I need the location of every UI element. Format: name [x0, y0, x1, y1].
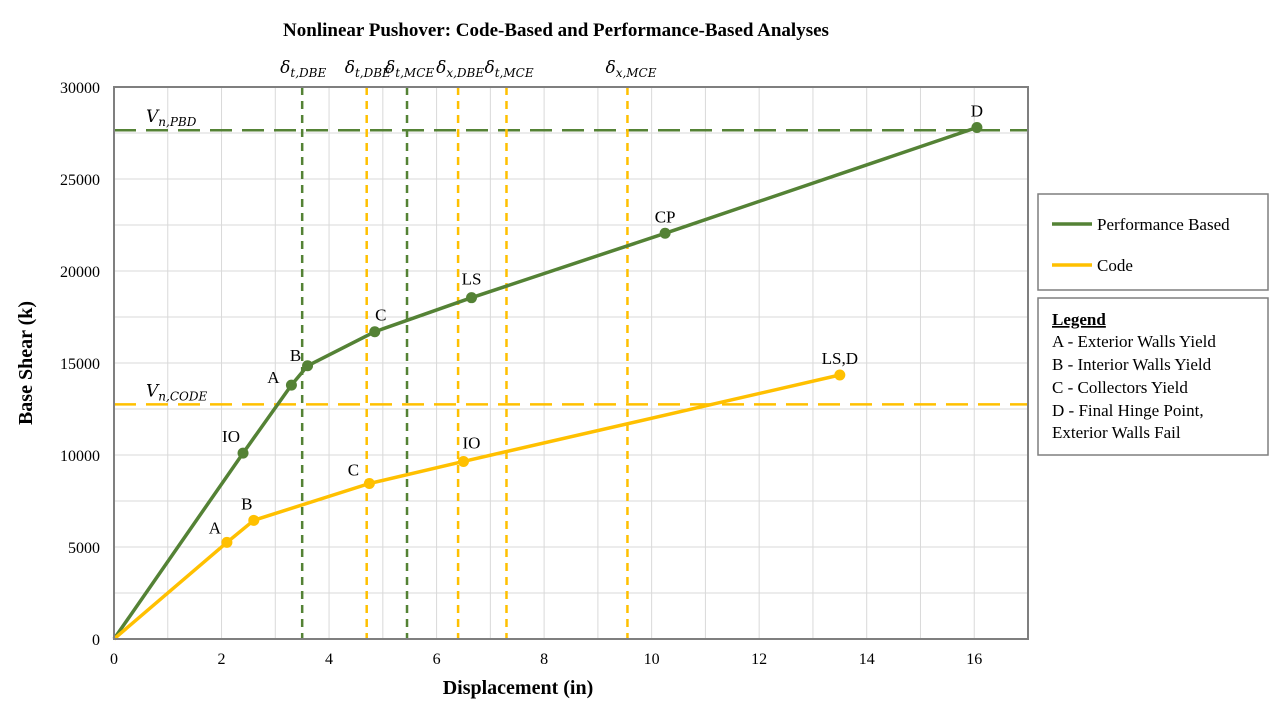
x-tick-label: 6 — [433, 651, 441, 668]
series-legend-box — [1037, 193, 1269, 291]
annotation-legend-line-d: D - Final Hinge Point, — [1052, 401, 1204, 420]
gridlines — [114, 87, 1028, 639]
y-tick-label: 15000 — [60, 356, 100, 373]
data-point — [659, 227, 671, 239]
data-point-label: IO — [222, 427, 240, 446]
x-tick-label: 4 — [325, 651, 333, 668]
annotation-legend-line-c: C - Collectors Yield — [1052, 378, 1188, 397]
y-tick-label: 5000 — [68, 540, 100, 557]
axis-ticks: 0 2 4 6 8 10 12 14 16 0 5000 10000 15000 20000 25000 30… — [60, 80, 982, 668]
data-point-label: D — [971, 101, 983, 120]
x-tick-label: 2 — [218, 651, 226, 668]
data-point — [834, 369, 846, 381]
data-point-label: B — [241, 494, 252, 513]
data-point — [363, 478, 375, 490]
data-point — [466, 292, 478, 304]
data-point-label: B — [290, 346, 301, 365]
data-point — [457, 455, 469, 467]
annotation-legend-line-b: B - Interior Walls Yield — [1052, 355, 1212, 374]
data-point-label: A — [267, 368, 280, 387]
annotation-legend: Legend A - Exterior Walls Yield B - Inte… — [1037, 297, 1269, 456]
data-point — [285, 379, 297, 391]
data-point-label: LS,D — [822, 349, 858, 368]
y-axis-label: Base Shear (k) — [15, 301, 37, 425]
x-tick-label: 10 — [644, 651, 660, 668]
legend-label-performance: Performance Based — [1097, 215, 1230, 234]
data-point — [302, 360, 314, 372]
data-point-label: C — [348, 461, 359, 480]
y-tick-label: 30000 — [60, 80, 100, 97]
y-tick-label: 20000 — [60, 264, 100, 281]
data-point — [369, 326, 381, 338]
data-point-label: A — [209, 518, 222, 537]
legend-label-code: Code — [1097, 256, 1133, 275]
x-tick-label: 16 — [966, 651, 982, 668]
data-point-label: IO — [462, 433, 480, 452]
annotation-legend-line-a: A - Exterior Walls Yield — [1052, 332, 1216, 351]
series-line — [112, 373, 841, 641]
data-point-label: C — [375, 306, 386, 325]
data-point-label: CP — [655, 207, 676, 226]
data-point — [237, 447, 249, 459]
data-point — [221, 536, 233, 548]
plot-frame — [113, 86, 1029, 640]
x-tick-label: 0 — [110, 651, 118, 668]
data-point-label: LS — [462, 270, 482, 289]
annotation-legend-box — [1037, 297, 1269, 456]
x-tick-label: 12 — [751, 651, 767, 668]
y-tick-label: 10000 — [60, 448, 100, 465]
annotation-legend-title: Legend — [1052, 310, 1106, 329]
data-point — [971, 121, 983, 133]
x-tick-label: 8 — [540, 651, 548, 668]
y-tick-label: 0 — [92, 632, 100, 649]
x-tick-label: 14 — [859, 651, 875, 668]
series-legend: Performance Based Code — [1037, 193, 1269, 291]
chart-title: Nonlinear Pushover: Code-Based and Perfo… — [283, 20, 829, 41]
y-tick-label: 25000 — [60, 172, 100, 189]
x-axis-label: Displacement (in) — [443, 677, 594, 699]
annotation-legend-line-d2: Exterior Walls Fail — [1052, 423, 1181, 442]
data-point — [248, 514, 260, 526]
series-line — [112, 125, 978, 640]
